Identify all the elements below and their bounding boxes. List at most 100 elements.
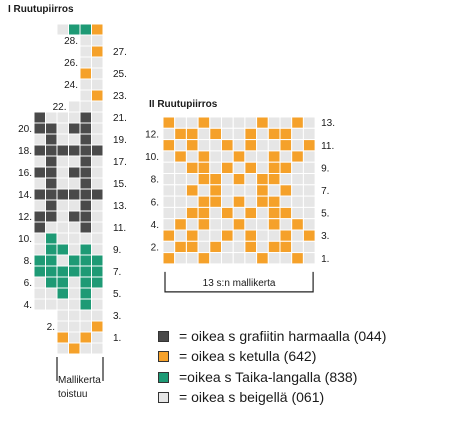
chart2-cell: [256, 116, 269, 129]
chart1-cell: [33, 122, 46, 135]
chart2-cell: [209, 116, 223, 129]
chart2-row-label-right: 3.: [321, 231, 329, 242]
chart1-cell: [91, 342, 104, 355]
chart2-cell: [221, 206, 234, 220]
chart1-cell: [68, 320, 81, 333]
chart1-cell: [45, 177, 58, 190]
legend-text-orange: = oikea s ketulla (642): [179, 348, 317, 364]
chart2-cell: [279, 252, 293, 265]
chart1-cell: [91, 254, 104, 267]
chart1-cell: [56, 133, 69, 146]
chart2-cell: [174, 116, 187, 129]
chart2-cell: [197, 173, 211, 186]
chart1-cell: [45, 122, 58, 135]
legend-item-beige: = oikea s beigellä (061): [158, 389, 448, 407]
chart2-cell: [197, 139, 211, 152]
chart1-cell: [68, 287, 81, 300]
chart1-cell: [79, 331, 92, 344]
chart1-cell: [91, 331, 104, 344]
chart1-cell: [91, 100, 104, 113]
chart1-row-label-right: 25.: [113, 69, 127, 80]
chart1-cell: [56, 122, 69, 135]
chart2-cell: [244, 150, 258, 163]
chart2-cell: [302, 218, 316, 231]
chart2-cell: [209, 150, 223, 163]
chart2-cell: [256, 127, 269, 141]
chart2-row-label-right: 5.: [321, 209, 329, 220]
chart2-cell: [209, 240, 223, 254]
chart1-row-label-right: 3.: [113, 311, 121, 322]
chart1-cell: [91, 232, 104, 245]
chart1-cell: [56, 188, 69, 201]
chart1-cell: [79, 67, 92, 80]
chart1-cell: [79, 342, 92, 355]
chart1-cell: [68, 133, 81, 146]
chart1-cell: [79, 78, 92, 91]
chart2-cell: [162, 195, 176, 208]
chart1-cell: [56, 221, 69, 234]
chart2-cell: [185, 240, 199, 254]
chart1-cell: [68, 210, 81, 223]
chart1-cell: [56, 254, 69, 267]
chart2-cell: [267, 150, 281, 163]
chart2-cell: [267, 229, 281, 242]
chart2-cell: [279, 173, 293, 186]
legend-item-orange: = oikea s ketulla (642): [158, 348, 448, 366]
chart1-cell: [91, 298, 104, 311]
chart2-cell: [209, 139, 223, 152]
chart2-cell: [197, 252, 211, 265]
chart1-cell: [45, 287, 58, 300]
chart1-row-label-right: 7.: [113, 267, 121, 278]
chart2-cell: [291, 161, 304, 174]
chart1-cell: [91, 265, 104, 278]
chart1-cell: [56, 298, 69, 311]
chart1-cell: [79, 89, 92, 102]
chart1-cell: [33, 287, 46, 300]
chart2-cell: [291, 195, 304, 208]
chart2-cell: [162, 184, 176, 197]
chart2-cell: [279, 229, 293, 242]
chart2-cell: [174, 195, 187, 208]
chart1-row-label-right: 27.: [113, 47, 127, 58]
chart2-cell: [209, 184, 223, 197]
chart1-row-label-left: 16.: [18, 168, 32, 179]
chart1-cell: [33, 144, 46, 157]
chart1-cell: [56, 210, 69, 223]
chart2-row-label-left: 8.: [151, 175, 159, 186]
chart1-row-label-left: 6.: [24, 278, 32, 289]
chart1-cell: [56, 287, 69, 300]
chart2-cell: [185, 139, 199, 152]
chart2-cell: [232, 139, 246, 152]
chart1-cell: [56, 199, 69, 212]
chart2-cell: [291, 229, 304, 242]
chart2-cell: [209, 206, 223, 220]
chart1-cell: [56, 177, 69, 190]
chart2-cell: [174, 206, 187, 220]
chart2-cell: [209, 173, 223, 186]
chart1-cell: [68, 166, 81, 179]
chart1-cell: [33, 276, 46, 289]
chart1-cell: [45, 298, 58, 311]
chart2-cell: [302, 184, 316, 197]
chart2-cell: [209, 252, 223, 265]
chart2-cell: [162, 240, 176, 254]
chart2-cell: [279, 161, 293, 174]
chart2-cell: [185, 161, 199, 174]
chart2-row-label-right: 7.: [321, 186, 329, 197]
chart1-row-label-left: 14.: [18, 190, 32, 201]
chart1-cell: [79, 309, 92, 322]
chart1-cell: [45, 155, 58, 168]
chart2-cell: [232, 150, 246, 163]
chart2-cell: [174, 252, 187, 265]
chart1-cell: [56, 23, 69, 36]
green-square-icon: [158, 372, 169, 383]
chart2-cell: [302, 252, 316, 265]
chart2-row-label-right: 1.: [321, 254, 329, 265]
chart1-cell: [56, 265, 69, 278]
chart1-cell: [33, 177, 46, 190]
chart2-row-label-left: 6.: [151, 197, 159, 208]
chart1-cell: [45, 232, 58, 245]
chart1-cell: [79, 221, 92, 234]
chart2-cell: [302, 161, 316, 174]
chart1-cell: [91, 320, 104, 333]
